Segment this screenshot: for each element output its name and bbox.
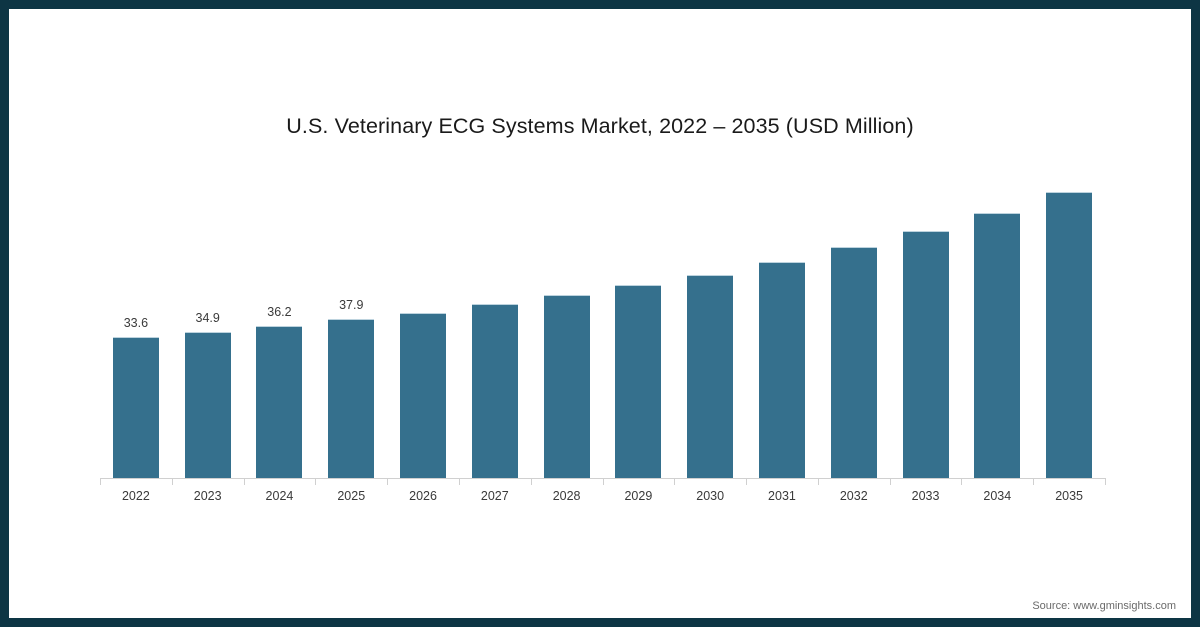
- bar-top-highlight: [1046, 191, 1093, 193]
- bar-top-highlight: [758, 262, 805, 264]
- bar-top-highlight: [256, 326, 303, 328]
- x-axis-label-2033: 2033: [911, 489, 940, 503]
- x-axis-label-2029: 2029: [624, 489, 653, 503]
- bar-2024[interactable]: [256, 326, 303, 478]
- bar-top-highlight: [543, 294, 590, 296]
- bar-2031[interactable]: [758, 262, 805, 478]
- chart-title: U.S. Veterinary ECG Systems Market, 2022…: [286, 114, 914, 138]
- bar-2035[interactable]: [1046, 191, 1093, 478]
- x-axis-tick: [961, 478, 963, 485]
- bar-2026[interactable]: [400, 312, 447, 478]
- x-axis-tick: [1105, 478, 1106, 485]
- bar-2022[interactable]: [112, 337, 159, 478]
- x-axis-label-2035: 2035: [1055, 489, 1083, 503]
- x-axis-label-2030: 2030: [696, 489, 725, 503]
- bar-value-label-2025: 37.9: [339, 298, 364, 313]
- x-axis-tick: [315, 478, 317, 485]
- bar-top-highlight: [112, 337, 159, 339]
- x-axis-tick: [889, 478, 891, 485]
- bar-top-highlight: [902, 231, 949, 233]
- bar-2029[interactable]: [615, 284, 662, 478]
- x-axis-label-2022: 2022: [121, 489, 150, 503]
- x-axis-tick: [674, 478, 676, 485]
- x-axis-label-2028: 2028: [552, 489, 581, 503]
- x-axis-tick: [458, 478, 460, 485]
- x-axis-label-2023: 2023: [193, 489, 222, 503]
- x-axis-label-2027: 2027: [480, 489, 509, 503]
- bar-value-label-2023: 34.9: [195, 310, 220, 325]
- x-axis-tick: [243, 478, 245, 485]
- x-axis-tick: [602, 478, 604, 485]
- figure-border-right: [1191, 0, 1200, 627]
- bar-top-highlight: [615, 284, 662, 286]
- bar-2030[interactable]: [687, 274, 734, 478]
- x-axis-label-2025: 2025: [337, 489, 366, 503]
- x-axis-tick: [387, 478, 389, 485]
- x-axis-tick: [1033, 478, 1035, 485]
- x-axis-tick: [530, 478, 532, 485]
- bar-top-highlight: [974, 212, 1021, 214]
- figure-border-left: [0, 0, 9, 627]
- bar-value-label-2024: 36.2: [267, 305, 292, 320]
- x-axis-tick: [817, 478, 819, 485]
- x-axis-tick: [100, 478, 101, 485]
- bar-2028[interactable]: [543, 294, 590, 478]
- bar-value-label-2022: 33.6: [123, 316, 149, 331]
- bar-top-highlight: [328, 319, 375, 321]
- figure-border-bottom: [0, 618, 1200, 627]
- source-note: Source: www.gminsights.com: [1032, 600, 1176, 612]
- bar-2023[interactable]: [184, 331, 231, 478]
- x-axis-label-2031: 2031: [768, 489, 796, 503]
- bar-2033[interactable]: [902, 231, 949, 478]
- bar-2032[interactable]: [830, 247, 877, 478]
- bar-top-highlight: [184, 331, 231, 333]
- bar-2025[interactable]: [328, 319, 375, 478]
- x-axis-label-2026: 2026: [409, 489, 437, 503]
- bar-top-highlight: [471, 303, 518, 305]
- x-axis-label-2032: 2032: [839, 489, 868, 503]
- figure-border-top: [0, 0, 1200, 9]
- x-axis-tick: [171, 478, 173, 485]
- bar-top-highlight: [687, 274, 734, 276]
- x-axis-tick: [746, 478, 748, 485]
- bar-top-highlight: [400, 312, 447, 314]
- x-axis-label-2034: 2034: [983, 489, 1012, 503]
- bar-2027[interactable]: [471, 303, 518, 478]
- bar-2034[interactable]: [974, 212, 1021, 478]
- bar-top-highlight: [830, 247, 877, 249]
- x-axis-label-2024: 2024: [265, 489, 294, 503]
